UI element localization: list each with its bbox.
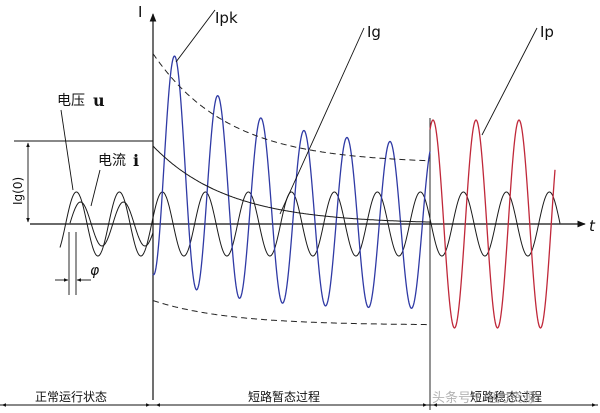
voltage-leader [60,109,74,191]
phase-transient-label: 短路暂态过程 [248,389,320,404]
voltage-label-text: 电压 [57,93,85,109]
current-leader [90,169,101,207]
phase-normal-label: 正常运行状态 [35,390,107,404]
normal-voltage-wave [59,191,154,257]
ip-label: Ip [540,23,554,41]
y-axis-label: I [138,3,142,21]
lower-envelope [152,300,430,326]
phase-steady-label: 短路稳态过程 [470,389,542,404]
ig-label: Ig [367,23,381,41]
x-axis-label: t [589,217,596,235]
ipk-leader [175,9,216,63]
ip-leader [481,27,538,136]
transient-voltage-wave [152,191,561,257]
current-label-symbol: i [133,151,139,170]
dc-component-curve [152,145,431,223]
ig0-label: Ig(0) [11,177,25,205]
steady-current-wave [429,119,556,329]
normal-current-wave [69,201,154,247]
ig-leader [279,27,365,215]
ipk-label: Ipk [215,9,238,27]
upper-envelope [152,53,431,162]
transient-current-wave [152,55,431,310]
phi-label: φ [90,263,100,279]
current-label-text: 电流 [98,153,126,169]
watermark-text: 头条号 / 电力资源 [432,390,536,406]
voltage-label-symbol: u [93,91,105,110]
